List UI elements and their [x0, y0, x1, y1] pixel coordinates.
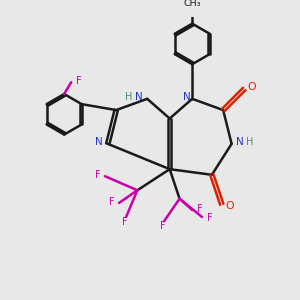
Text: F: F [109, 196, 114, 206]
Text: O: O [248, 82, 256, 92]
Text: H: H [125, 92, 133, 102]
Text: N: N [95, 137, 103, 147]
Text: N: N [183, 92, 191, 102]
Text: H: H [246, 137, 254, 147]
Text: F: F [94, 170, 100, 180]
Text: CH₃: CH₃ [184, 0, 201, 8]
Text: F: F [76, 76, 82, 86]
Text: O: O [225, 201, 234, 211]
Text: F: F [160, 221, 166, 231]
Text: N: N [236, 137, 243, 147]
Text: F: F [122, 217, 128, 227]
Text: F: F [197, 204, 203, 214]
Text: N: N [135, 92, 143, 102]
Text: F: F [207, 213, 212, 224]
